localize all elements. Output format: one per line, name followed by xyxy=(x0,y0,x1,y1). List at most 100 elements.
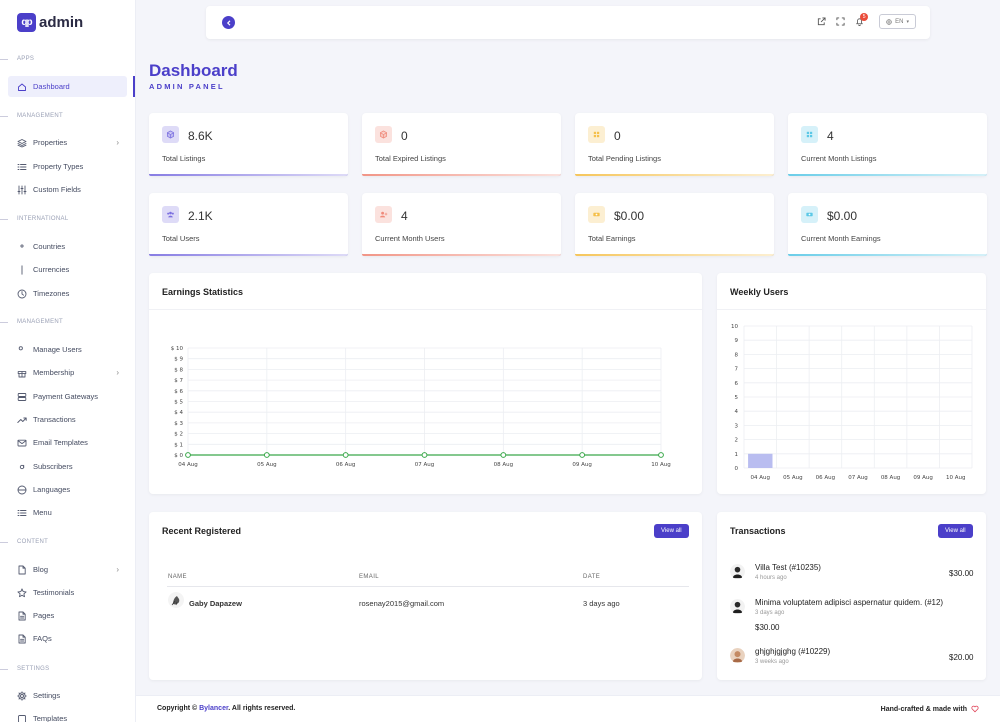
list-icon xyxy=(17,162,27,172)
y-tick-label: 9 xyxy=(735,338,739,344)
y-tick-label: 10 xyxy=(731,324,738,330)
external-link-icon[interactable] xyxy=(816,17,826,27)
sidebar-item-label: Properties xyxy=(33,138,68,147)
sidebar-item-properties[interactable]: Properties › xyxy=(8,132,127,153)
sidebar-item-pages[interactable]: Pages xyxy=(8,605,127,626)
sidebar-item-property-types[interactable]: Property Types xyxy=(8,156,127,177)
sidebar-toggle-button[interactable] xyxy=(222,16,235,29)
data-point[interactable] xyxy=(500,452,507,458)
home-icon xyxy=(17,82,27,92)
stat-value: 4 xyxy=(401,209,408,223)
user-name[interactable]: Gaby Dapazew xyxy=(189,599,242,608)
column-header-date[interactable]: DATE xyxy=(583,574,601,580)
section-label-management: MANAGEMENT xyxy=(0,113,64,119)
sidebar-item-label: Settings xyxy=(33,691,61,700)
y-tick-label: $ 6 xyxy=(174,389,183,395)
stat-card-current-month-earnings[interactable]: $0.00 Current Month Earnings xyxy=(788,193,987,256)
y-tick-label: $ 9 xyxy=(174,357,183,363)
transactions-view-all-button[interactable]: View all xyxy=(938,524,973,538)
section-label-settings: SETTINGS xyxy=(0,666,50,672)
bell-icon[interactable]: 5 xyxy=(854,12,869,27)
sidebar-item-countries[interactable]: Countries xyxy=(8,236,127,257)
logo-text: admin xyxy=(39,14,84,31)
menu-icon xyxy=(17,508,27,518)
users-icon xyxy=(17,345,27,355)
avatar xyxy=(730,564,745,579)
sidebar-item-testimonials[interactable]: Testimonials xyxy=(8,582,127,603)
notification-badge: 5 xyxy=(860,12,869,21)
sidebar-item-label: Pages xyxy=(33,611,55,620)
sidebar-item-email-templates[interactable]: Email Templates xyxy=(8,432,127,453)
stat-label: Current Month Earnings xyxy=(801,234,881,243)
x-tick-label: 06 Aug xyxy=(336,462,356,468)
sidebar-item-custom-fields[interactable]: Custom Fields xyxy=(8,179,127,200)
stat-card-current-month-listings[interactable]: 4 Current Month Listings xyxy=(788,113,987,176)
data-point[interactable] xyxy=(658,452,664,458)
stat-card-total-listings[interactable]: 8.6K Total Listings xyxy=(149,113,348,176)
stat-value: 4 xyxy=(827,129,834,143)
data-point[interactable] xyxy=(421,452,428,458)
stat-label: Current Month Listings xyxy=(801,154,877,163)
file-text-icon xyxy=(17,634,27,644)
column-header-email[interactable]: EMAIL xyxy=(359,574,380,580)
recent-registered-title: Recent Registered xyxy=(162,526,242,536)
stat-card-total-earnings[interactable]: $0.00 Total Earnings xyxy=(575,193,774,256)
top-header: 5 EN ▾ xyxy=(206,6,930,39)
transaction-time: 3 days ago xyxy=(755,610,785,616)
sidebar-item-settings[interactable]: Settings xyxy=(8,685,127,706)
sidebar-item-manage-users[interactable]: Manage Users xyxy=(8,339,127,360)
money-icon xyxy=(588,206,605,223)
y-tick-label: 7 xyxy=(735,367,739,373)
section-label-apps: APPS xyxy=(0,56,35,62)
panel-divider xyxy=(149,309,702,310)
data-point[interactable] xyxy=(185,452,191,458)
data-point[interactable] xyxy=(342,452,349,458)
sidebar-item-currencies[interactable]: Currencies xyxy=(8,259,127,280)
sidebar-item-blog[interactable]: Blog › xyxy=(8,559,127,580)
weekly-users-bar[interactable] xyxy=(748,453,773,468)
stat-card-total-expired-listings[interactable]: 0 Total Expired Listings xyxy=(362,113,561,176)
sidebar-item-label: Transactions xyxy=(33,415,76,424)
sidebar-item-dashboard[interactable]: Dashboard xyxy=(8,76,127,97)
column-header-name[interactable]: NAME xyxy=(168,574,187,580)
fullscreen-icon[interactable] xyxy=(835,17,845,27)
recent-view-all-button[interactable]: View all xyxy=(654,524,689,538)
copyright-brand-link[interactable]: Bylancer xyxy=(199,705,229,712)
table-divider xyxy=(167,586,689,587)
x-tick-label: 04 Aug xyxy=(178,462,198,468)
y-tick-label: $ 10 xyxy=(171,346,184,352)
stat-card-current-month-users[interactable]: 4 Current Month Users xyxy=(362,193,561,256)
stat-card-total-users[interactable]: 2.1K Total Users xyxy=(149,193,348,256)
data-point[interactable] xyxy=(579,452,586,458)
sidebar: qp admin APPS Dashboard MANAGEMENT Properti… xyxy=(0,0,136,722)
earnings-chart: $ 0 $ 1 $ 2 $ 3 $ 4 $ 5 $ 6 $ 7 $ 8 $ 9 $ 10 04 Aug… xyxy=(171,346,671,468)
money-icon xyxy=(801,206,818,223)
x-tick-label: 08 Aug xyxy=(881,475,901,481)
sidebar-item-timezones[interactable]: Timezones xyxy=(8,283,127,304)
copyright-prefix: Copyright © xyxy=(157,705,198,712)
language-select[interactable]: EN ▾ xyxy=(879,14,916,29)
stat-value: $0.00 xyxy=(827,209,858,223)
grid-icon xyxy=(801,126,818,143)
sidebar-item-templates[interactable]: Templates xyxy=(8,708,127,722)
avatar xyxy=(730,648,745,663)
sidebar-item-faqs[interactable]: FAQs xyxy=(8,628,127,649)
data-point[interactable] xyxy=(263,452,270,458)
sidebar-item-label: Languages xyxy=(33,485,71,494)
logo-mark: qp xyxy=(17,13,36,32)
earnings-panel: Earnings Statistics $ 0 $ 1 $ 2 $ 3 $ 4 $ 5 $ … xyxy=(149,273,702,494)
sidebar-item-menu[interactable]: Menu xyxy=(8,502,127,523)
sidebar-item-membership[interactable]: Membership › xyxy=(8,362,127,383)
logo[interactable]: qp admin xyxy=(17,13,83,32)
users-icon xyxy=(162,206,179,223)
sidebar-item-subscribers[interactable]: Subscribers xyxy=(8,456,127,477)
sidebar-item-languages[interactable]: Languages xyxy=(8,479,127,500)
stat-label: Total Listings xyxy=(162,154,206,163)
x-tick-label: 09 Aug xyxy=(572,462,592,468)
avatar xyxy=(730,599,745,614)
stat-accent-line xyxy=(575,174,774,176)
sidebar-item-label: Currencies xyxy=(33,265,70,274)
stat-card-total-pending-listings[interactable]: 0 Total Pending Listings xyxy=(575,113,774,176)
sidebar-item-transactions[interactable]: Transactions xyxy=(8,409,127,430)
sidebar-item-payment-gateways[interactable]: Payment Gateways xyxy=(8,386,127,407)
